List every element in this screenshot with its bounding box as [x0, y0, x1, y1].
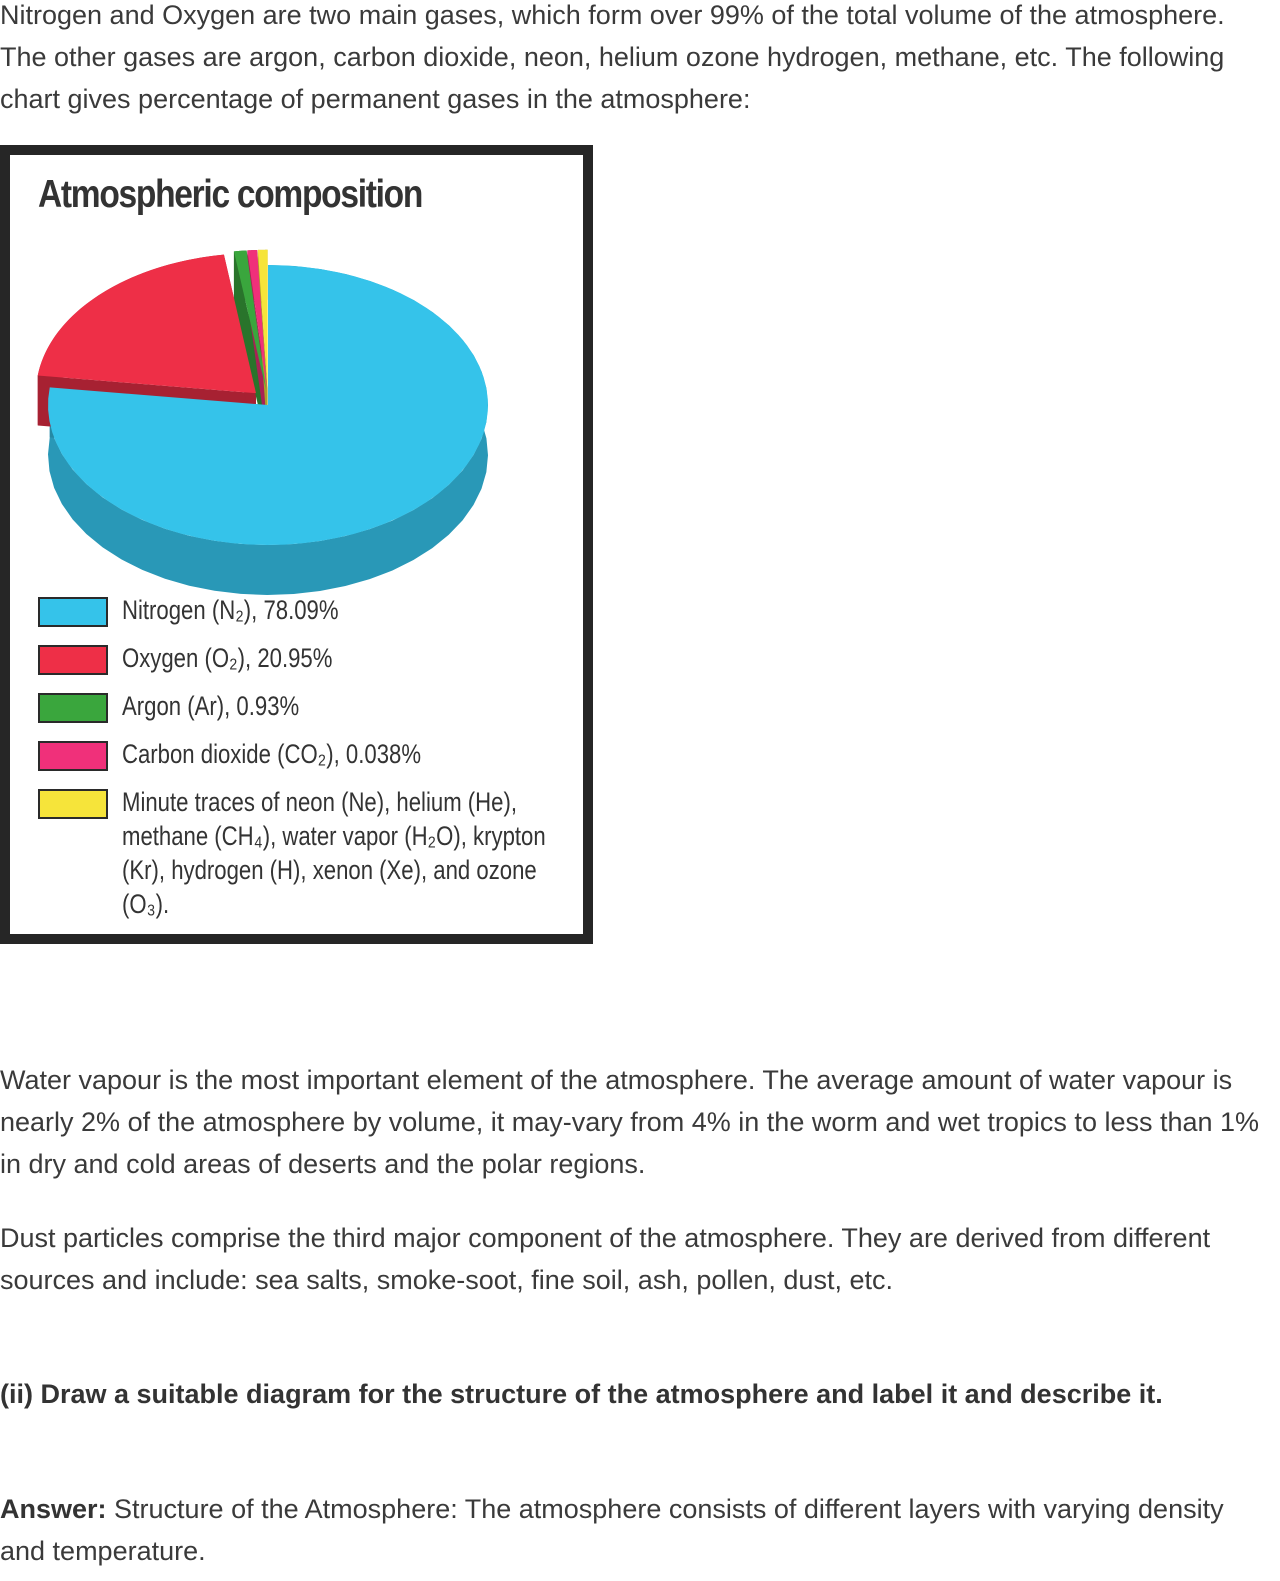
atmospheric-composition-figure: Atmospheric composition Nitrogen (N₂), 7… [0, 145, 593, 944]
pie-slice-nitrogen [48, 265, 488, 545]
legend-swatch-oxygen [38, 645, 108, 675]
legend-label-oxygen: Oxygen (O₂), 20.95% [122, 643, 333, 673]
pie-slice-trace-gases [257, 249, 268, 390]
pie-slice-carbon-dioxide [247, 249, 267, 390]
chart-title: Atmospheric composition [38, 173, 423, 216]
legend-label-carbon-dioxide: Carbon dioxide (CO₂), 0.038% [122, 739, 422, 769]
legend-label-argon: Argon (Ar), 0.93% [122, 691, 300, 721]
pie-slice-argon [233, 250, 267, 390]
legend-label-nitrogen: Nitrogen (N₂), 78.09% [122, 595, 339, 625]
answer-label: Answer: [0, 1494, 107, 1524]
intro-paragraph: Nitrogen and Oxygen are two main gases, … [0, 0, 1225, 114]
legend-swatch-carbon-dioxide [38, 741, 108, 771]
pie-chart [37, 249, 488, 595]
answer-paragraph: Answer: Structure of the Atmosphere: The… [0, 1488, 1275, 1572]
legend-swatch-argon [38, 693, 108, 723]
answer-text: Structure of the Atmosphere: The atmosph… [0, 1494, 1224, 1566]
dust-paragraph: Dust particles comprise the third major … [0, 1223, 1211, 1295]
legend-swatch-trace-gases [38, 789, 108, 819]
water-vapour-paragraph: Water vapour is the most important eleme… [0, 1065, 1260, 1179]
question-heading: (ii) Draw a suitable diagram for the str… [0, 1379, 1163, 1409]
legend-swatch-nitrogen [38, 597, 108, 627]
pie-slice-oxygen [37, 254, 257, 394]
legend-label-trace-gases: Minute traces of neon (Ne), helium (He),… [122, 787, 546, 919]
pie-slice-wall-argon-0 [233, 251, 267, 440]
